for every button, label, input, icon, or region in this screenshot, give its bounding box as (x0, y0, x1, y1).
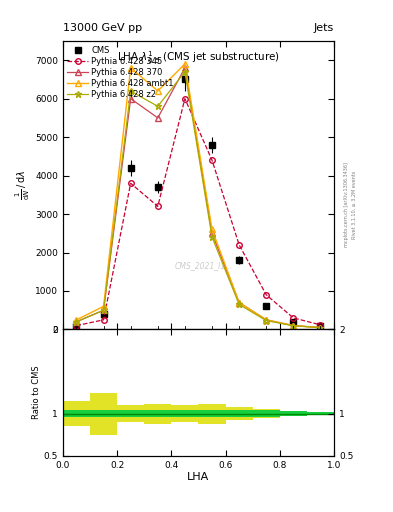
Line: Pythia 6.428 370: Pythia 6.428 370 (73, 65, 323, 330)
CMS (101, 311, 106, 317)
Text: mcplots.cern.ch [arXiv:1306.3436]: mcplots.cern.ch [arXiv:1306.3436] (344, 162, 349, 247)
Text: Rivet 3.1.10, ≥ 3.2M events: Rivet 3.1.10, ≥ 3.2M events (352, 170, 357, 239)
Line: Pythia 6.428 ambt1: Pythia 6.428 ambt1 (73, 61, 323, 330)
Pythia 6.428 370 (210, 230, 215, 237)
CMS (156, 184, 160, 190)
Pythia 6.428 z2 (264, 317, 269, 324)
Pythia 6.428 345 (318, 322, 323, 328)
Pythia 6.428 370 (101, 307, 106, 313)
Pythia 6.428 370 (237, 300, 241, 306)
Pythia 6.428 ambt1 (129, 65, 133, 71)
CMS (264, 303, 269, 309)
Pythia 6.428 z2 (318, 325, 323, 331)
Pythia 6.428 ambt1 (156, 88, 160, 94)
Line: CMS: CMS (73, 77, 323, 328)
Pythia 6.428 ambt1 (183, 61, 187, 67)
Pythia 6.428 370 (156, 115, 160, 121)
Pythia 6.428 345 (210, 157, 215, 163)
Pythia 6.428 ambt1 (264, 317, 269, 323)
Pythia 6.428 ambt1 (74, 317, 79, 323)
Pythia 6.428 z2 (156, 103, 160, 110)
Line: Pythia 6.428 z2: Pythia 6.428 z2 (73, 68, 324, 331)
Pythia 6.428 370 (74, 318, 79, 325)
CMS (74, 323, 79, 329)
Pythia 6.428 ambt1 (237, 300, 241, 306)
CMS (183, 76, 187, 82)
Pythia 6.428 ambt1 (210, 226, 215, 232)
Text: LHA $\lambda^1_{0.5}$ (CMS jet substructure): LHA $\lambda^1_{0.5}$ (CMS jet substruct… (117, 50, 280, 67)
Y-axis label: $\frac{1}{\mathrm{d}N}\,/\,\mathrm{d}\lambda$: $\frac{1}{\mathrm{d}N}\,/\,\mathrm{d}\la… (14, 170, 32, 200)
CMS (210, 142, 215, 148)
Pythia 6.428 z2 (237, 302, 241, 308)
Pythia 6.428 345 (237, 242, 241, 248)
Legend: CMS, Pythia 6.428 345, Pythia 6.428 370, Pythia 6.428 ambt1, Pythia 6.428 z2: CMS, Pythia 6.428 345, Pythia 6.428 370,… (66, 44, 176, 100)
Pythia 6.428 345 (74, 323, 79, 329)
Y-axis label: Ratio to CMS: Ratio to CMS (32, 366, 41, 419)
Pythia 6.428 z2 (183, 69, 187, 75)
CMS (237, 257, 241, 263)
Pythia 6.428 345 (156, 203, 160, 209)
Pythia 6.428 z2 (129, 88, 133, 94)
Text: 13000 GeV pp: 13000 GeV pp (63, 23, 142, 33)
Pythia 6.428 370 (291, 323, 296, 329)
Pythia 6.428 370 (264, 317, 269, 323)
Pythia 6.428 345 (264, 292, 269, 298)
Pythia 6.428 345 (101, 317, 106, 323)
Pythia 6.428 ambt1 (318, 325, 323, 331)
Pythia 6.428 370 (183, 65, 187, 71)
Pythia 6.428 ambt1 (101, 303, 106, 309)
Pythia 6.428 345 (129, 180, 133, 186)
Pythia 6.428 z2 (101, 307, 106, 313)
CMS (318, 323, 323, 329)
Pythia 6.428 z2 (291, 323, 296, 329)
Pythia 6.428 370 (129, 96, 133, 102)
Pythia 6.428 345 (291, 315, 296, 321)
Text: CMS_2021_I1...: CMS_2021_I1... (175, 262, 233, 270)
Line: Pythia 6.428 345: Pythia 6.428 345 (73, 96, 323, 328)
Pythia 6.428 ambt1 (291, 323, 296, 329)
X-axis label: LHA: LHA (187, 472, 209, 482)
CMS (129, 165, 133, 171)
Pythia 6.428 345 (183, 96, 187, 102)
Pythia 6.428 370 (318, 325, 323, 331)
CMS (291, 318, 296, 325)
Pythia 6.428 z2 (74, 318, 79, 325)
Pythia 6.428 z2 (210, 234, 215, 240)
Text: Jets: Jets (314, 23, 334, 33)
